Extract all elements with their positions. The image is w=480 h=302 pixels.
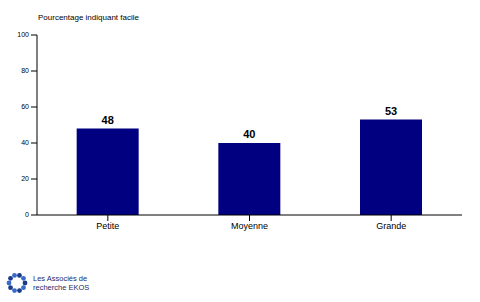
svg-text:40: 40 — [243, 128, 255, 140]
svg-text:40: 40 — [21, 139, 29, 146]
svg-text:20: 20 — [21, 175, 29, 182]
html-text:Les Associés de: Les Associés de — [33, 274, 88, 283]
svg-text:Grande: Grande — [376, 221, 406, 231]
svg-text:100: 100 — [17, 31, 29, 38]
svg-text:48: 48 — [102, 114, 114, 126]
html-text:Pourcentage indiquant facile: Pourcentage indiquant facile — [38, 13, 139, 22]
svg-text:80: 80 — [21, 67, 29, 74]
svg-text:Petite: Petite — [96, 221, 119, 231]
svg-text:0: 0 — [25, 211, 29, 218]
svg-text:Moyenne: Moyenne — [231, 221, 268, 231]
svg-text:60: 60 — [21, 103, 29, 110]
svg-text:53: 53 — [385, 105, 397, 117]
html-text:recherche EKOS: recherche EKOS — [33, 283, 90, 292]
